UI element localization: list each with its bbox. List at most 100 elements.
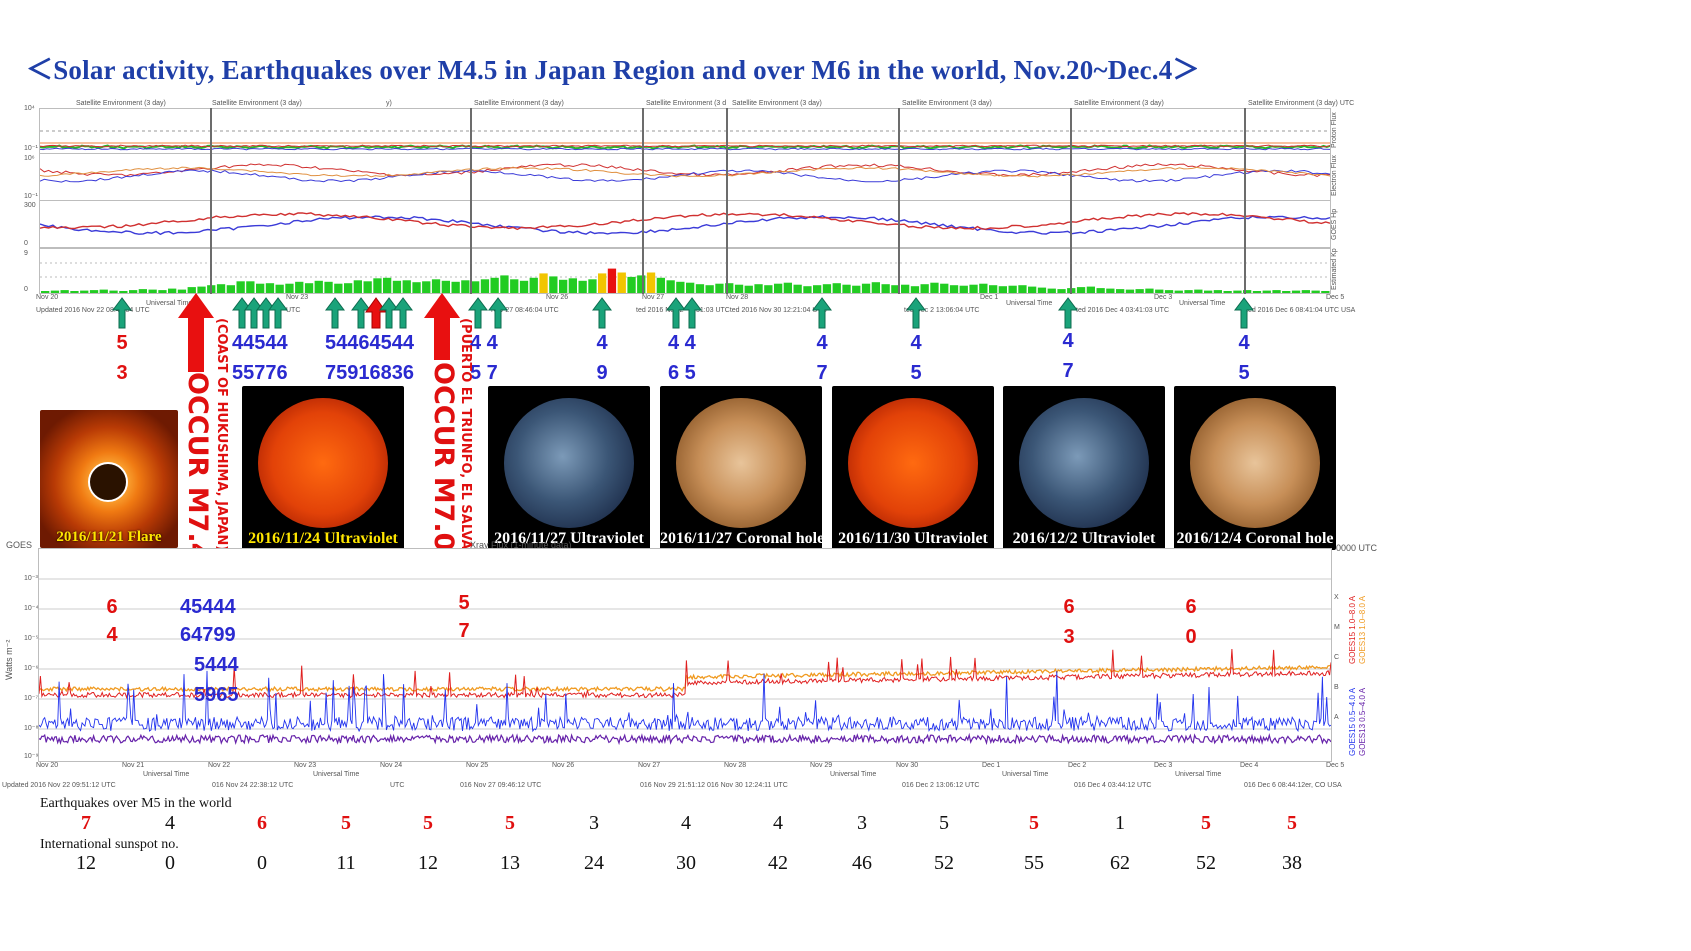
kp-bar — [539, 273, 548, 293]
x-tick: Nov 20 — [36, 762, 59, 769]
kp-bar — [70, 291, 79, 293]
kp-bar — [471, 281, 480, 293]
kp-bar — [138, 289, 147, 293]
green-arrow-icon — [1234, 297, 1254, 329]
magnitude-label: 6 — [1063, 596, 1075, 618]
kp-bar — [969, 284, 978, 293]
kp-bar — [1096, 288, 1105, 293]
y-tick: 10⁻¹ — [24, 145, 38, 152]
earthquake-count: 5 — [505, 812, 515, 834]
axis-caption: Universal Time — [143, 771, 190, 778]
updated-stamp: 016 Dec 2 13:06:12 UTC — [902, 782, 980, 789]
sunspot-count: 38 — [1282, 852, 1302, 874]
kp-bar — [1018, 285, 1027, 293]
green-arrow-icon — [812, 297, 832, 329]
kp-bar — [89, 290, 99, 293]
depth-label: 5 — [1238, 362, 1250, 384]
depth-label: 3 — [1063, 626, 1075, 648]
kp-bar — [1135, 289, 1144, 293]
x-tick: Dec 3 — [1154, 762, 1173, 769]
x-tick: Dec 5 — [1326, 762, 1345, 769]
kp-bar — [989, 285, 998, 293]
y-tick: 10⁻⁵ — [24, 635, 39, 642]
kp-bar — [1194, 289, 1203, 293]
y-tick: 0 — [24, 240, 28, 247]
kp-bar — [813, 285, 822, 293]
x-tick: Dec 5 — [1326, 294, 1345, 301]
magnitude-label: 6 — [1185, 596, 1197, 618]
legend-entry: GOES13 1.0–8.0 A — [1358, 595, 1367, 664]
depth-label: 75916836 — [325, 362, 414, 384]
legend-entry: GOES13 0.5–4.0 A — [1358, 687, 1367, 756]
kp-bar — [959, 285, 968, 293]
photo-caption: 2016/12/4 Coronal hole — [1176, 530, 1334, 547]
kp-bar — [510, 279, 519, 293]
kp-bar — [1076, 287, 1086, 293]
kp-bar — [1252, 291, 1262, 293]
kp-bar — [197, 286, 206, 293]
kp-bar — [236, 281, 245, 293]
updated-stamp: 51:03 UTCted 2016 Nov 30 12:21:04 UTC — [696, 307, 827, 314]
kp-bar — [383, 277, 392, 293]
kp-bar — [578, 280, 587, 293]
right-class-label: M — [1334, 624, 1340, 631]
sunspot-count: 12 — [76, 852, 96, 874]
depth-label: 6 5 — [668, 362, 696, 384]
kp-bar — [832, 283, 841, 293]
x-tick: Nov 24 — [380, 762, 403, 769]
depth-label: 4 — [106, 624, 118, 646]
kp-bar — [392, 280, 402, 293]
kp-bar — [1174, 290, 1183, 293]
goes-hp-panel — [39, 200, 1331, 248]
kp-bar — [285, 283, 294, 293]
kp-bar — [1037, 287, 1047, 293]
kp-bar — [1028, 286, 1037, 293]
kp-bar — [500, 275, 509, 293]
kp-bar — [246, 281, 255, 293]
earthquake-count: 3 — [857, 812, 867, 834]
kp-bar — [295, 281, 304, 293]
axis-caption: Universal Time — [146, 300, 193, 307]
y-tick: 300 — [24, 202, 36, 209]
green-arrow-icon — [592, 297, 612, 329]
kp-bar — [1321, 291, 1330, 293]
kp-bar — [764, 285, 773, 293]
y-tick: 10⁴ — [24, 105, 35, 112]
y-tick: 10⁻⁷ — [24, 695, 39, 702]
magnitude-label: 5 — [116, 332, 128, 354]
kp-bar — [373, 278, 382, 293]
magnitude-row: 5444 — [194, 654, 239, 676]
kp-bar — [529, 277, 538, 293]
kp-bar — [1155, 289, 1164, 293]
kp-bar — [1282, 291, 1291, 293]
earthquake-count: 4 — [773, 812, 783, 834]
flare-image: 2016/11/21 Flare — [40, 410, 178, 548]
kp-bar — [940, 283, 949, 293]
kp-bar — [334, 283, 343, 293]
y-tick: 10⁻⁴ — [24, 605, 39, 612]
sunspot-count: 52 — [934, 852, 954, 874]
kp-bar — [754, 284, 763, 293]
kp-bar — [617, 272, 626, 293]
kp-bar — [402, 280, 411, 293]
big-red-arrow-icon — [178, 293, 214, 372]
y-tick: 10⁻³ — [24, 575, 38, 582]
earthquake-count: 1 — [1115, 812, 1125, 834]
kp-bar — [324, 281, 333, 293]
photo-caption: 2016/12/2 Ultraviolet — [1012, 530, 1156, 547]
kp-bar — [998, 286, 1007, 293]
kp-bar — [744, 285, 753, 293]
depth-row: 64799 — [180, 624, 236, 646]
kp-bar — [1262, 290, 1271, 293]
sun-image: 2016/11/24 Ultraviolet — [242, 386, 404, 550]
green-arrow-icon — [351, 297, 371, 329]
depth-label: 55776 — [232, 362, 288, 384]
kp-bar — [637, 275, 646, 293]
kp-bar — [1125, 289, 1135, 293]
kp-bar — [774, 283, 783, 293]
header-label: y) — [386, 100, 392, 107]
x-tick: Dec 1 — [980, 294, 999, 301]
green-arrow-icon — [682, 297, 702, 329]
kp-bar — [842, 284, 851, 293]
header-label: Satellite Environment (3 day) — [732, 100, 822, 107]
